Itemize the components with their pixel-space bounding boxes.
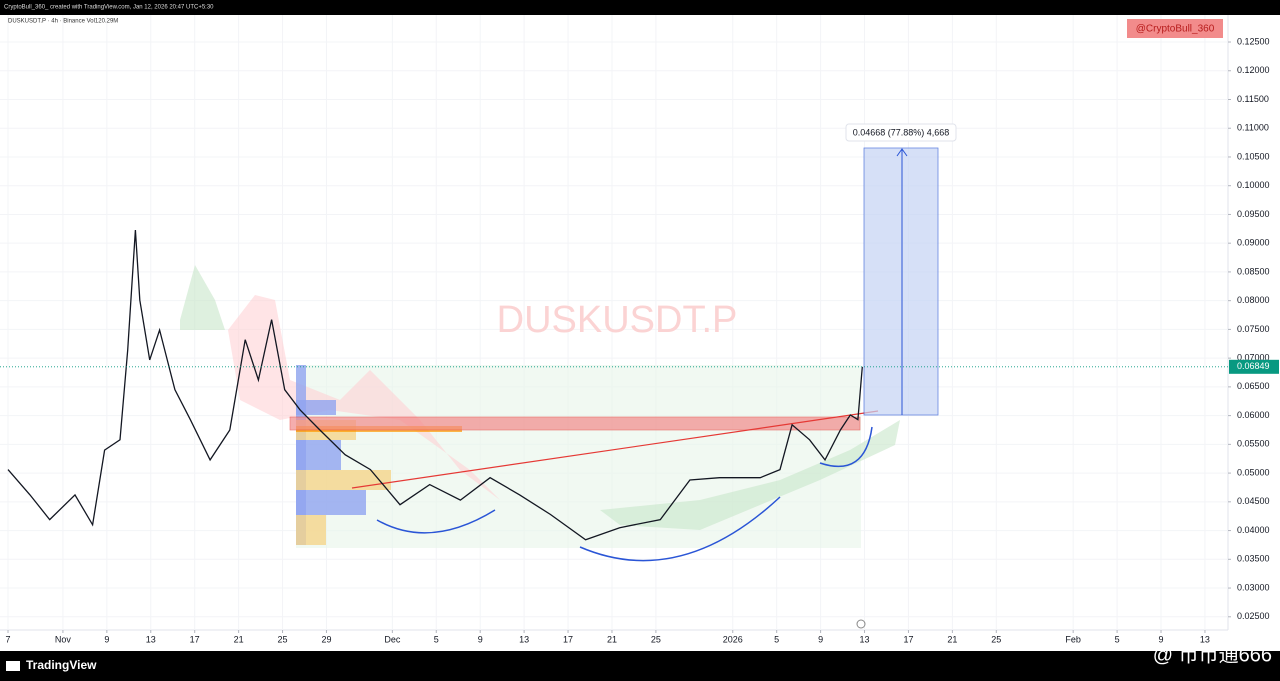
y-tick-label: 0.03000 [1237, 582, 1270, 592]
y-tick-label: 0.11000 [1237, 123, 1269, 133]
trend-line [351, 410, 879, 489]
symbol-info: DUSKUSDT.P · 4h · Binance Vol120.29M [8, 19, 118, 25]
logo-icon [6, 661, 20, 671]
x-tick-label: 17 [903, 634, 913, 644]
y-tick-label: 0.12500 [1237, 36, 1270, 46]
x-tick-label: 21 [947, 634, 957, 644]
x-tick-label: 29 [321, 634, 331, 644]
watermark: DUSKUSDT.P [497, 299, 738, 341]
x-tick-label: 9 [1159, 634, 1164, 644]
resistance-zone [289, 416, 861, 431]
rounding-curve [376, 509, 496, 534]
event-icon [856, 619, 866, 629]
header-text: CryptoBull_360_ created with TradingView… [4, 5, 214, 11]
last-price-label: 0.06849 [1237, 361, 1270, 371]
measure-box [863, 147, 939, 416]
x-tick-label: Dec [384, 634, 401, 644]
x-tick-label: 7 [6, 634, 11, 644]
x-tick-label: 25 [651, 634, 661, 644]
x-tick-label: 13 [146, 634, 156, 644]
y-tick-label: 0.10500 [1237, 151, 1270, 161]
y-tick-label: 0.09500 [1237, 209, 1270, 219]
y-tick-label: 0.09000 [1237, 238, 1270, 248]
cloud [180, 265, 225, 330]
grid: 0.02500 0.03000 0.03500 0.04000 0.04500 0.050… [0, 15, 1270, 644]
source-watermark: @ 币币通666 [1153, 643, 1272, 666]
y-tick-label: 0.06000 [1237, 410, 1270, 420]
x-tick-label: 5 [774, 634, 779, 644]
y-tick-label: 0.07500 [1237, 324, 1270, 334]
x-tick-label: Nov [55, 634, 72, 644]
y-tick-label: 0.02500 [1237, 611, 1270, 621]
x-tick-label: 2026 [723, 634, 743, 644]
price-line [7, 229, 863, 541]
y-tick-label: 0.05000 [1237, 467, 1270, 477]
x-tick-label: 21 [607, 634, 617, 644]
y-tick-label: 0.08500 [1237, 266, 1270, 276]
y-tick-label: 0.06500 [1237, 381, 1270, 391]
footer-logo: TradingView [26, 658, 97, 672]
x-tick-label: 13 [519, 634, 529, 644]
x-tick-label: 17 [563, 634, 573, 644]
author-badge [1127, 19, 1223, 38]
x-tick-label: 25 [278, 634, 288, 644]
rounding-curve [579, 496, 781, 562]
y-tick-label: 0.07000 [1237, 353, 1270, 363]
x-tick-label: Feb [1065, 634, 1081, 644]
x-tick-label: 9 [478, 634, 483, 644]
cloud [600, 420, 900, 530]
y-tick-label: 0.04000 [1237, 525, 1270, 535]
y-tick-label: 0.10000 [1237, 180, 1270, 190]
x-tick-label: 25 [991, 634, 1001, 644]
x-tick-label: 5 [1115, 634, 1120, 644]
y-tick-label: 0.05500 [1237, 439, 1270, 449]
y-tick-label: 0.03500 [1237, 554, 1270, 564]
last-price-tag [1229, 359, 1279, 374]
y-tick-label: 0.12000 [1237, 65, 1270, 75]
cloud [228, 295, 500, 500]
x-tick-label: 9 [818, 634, 823, 644]
y-tick-label: 0.08000 [1237, 295, 1270, 305]
measure-label-bg [845, 123, 957, 142]
y-tick-label: 0.11500 [1237, 94, 1269, 104]
measure-label: 0.04668 (77.88%) 4,668 [853, 127, 950, 137]
x-tick-label: 17 [190, 634, 200, 644]
x-tick-label: 21 [234, 634, 244, 644]
rounding-curve [819, 426, 873, 468]
header-bar [0, 0, 1280, 15]
y-tick-label: 0.04500 [1237, 496, 1270, 506]
measure-arrow-head [896, 148, 908, 157]
author-badge-text: @CryptoBull_360 [1136, 24, 1215, 35]
x-tick-label: 13 [1200, 634, 1210, 644]
x-tick-label: 5 [434, 634, 439, 644]
x-tick-label: 9 [104, 634, 109, 644]
plot: 0.06849 [0, 229, 1279, 541]
footer-bar [0, 651, 1280, 681]
x-tick-label: 13 [860, 634, 870, 644]
